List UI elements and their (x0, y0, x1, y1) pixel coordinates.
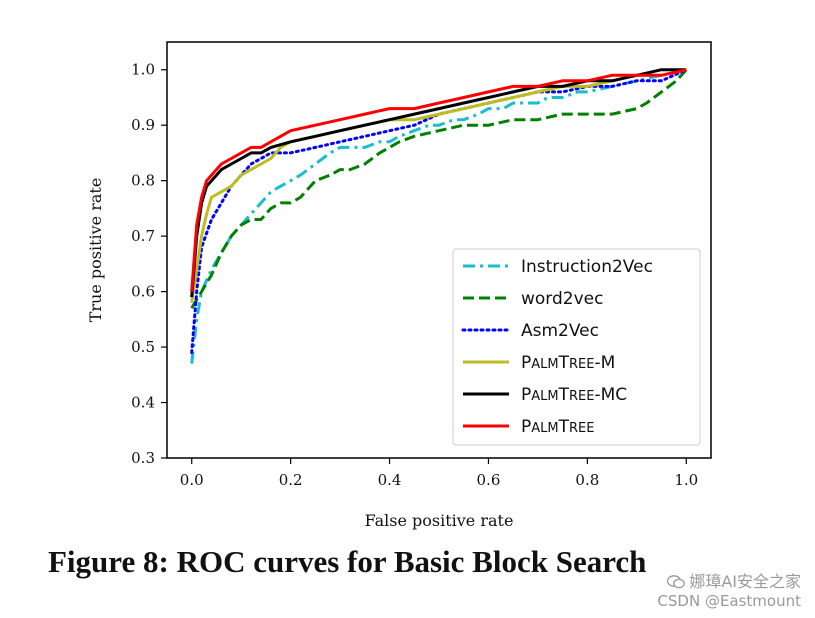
x-tick-label: 0.4 (378, 471, 402, 489)
series-line-palmtree (190, 68, 687, 292)
x-tick-label: 0.0 (180, 471, 204, 489)
x-tick-label: 1.0 (674, 471, 698, 489)
x-axis-label: False positive rate (365, 511, 514, 530)
series-line-asm2vec (190, 68, 688, 355)
y-tick-label: 0.4 (131, 394, 155, 412)
roc-chart: 0.0 0.2 0.4 0.6 0.8 1.0 0.3 0.4 0.5 0.6 0.7 0.8 0.9 1… (86, 41, 712, 530)
x-tick-label: 0.8 (575, 471, 599, 489)
watermark-account-text: 娜璋AI安全之家 (689, 572, 801, 591)
series-line-instruction2vec (190, 68, 687, 364)
legend-label: word2vec (521, 289, 603, 309)
y-tick-label: 0.3 (131, 449, 155, 467)
legend-label: Asm2Vec (521, 321, 599, 341)
y-axis-label: True positive rate (86, 178, 105, 323)
figure-caption: Figure 8: ROC curves for Basic Block Sea… (48, 544, 647, 579)
y-tick-label: 0.9 (131, 116, 155, 134)
axes-frame (166, 41, 712, 459)
legend-label: PALMTREE-MC (521, 385, 627, 405)
x-tick-label: 0.6 (477, 471, 501, 489)
series-line-palmtree-mc (190, 68, 687, 298)
x-tick-label: 0.2 (279, 471, 303, 489)
y-tick-label: 0.8 (131, 172, 155, 190)
y-tick-label: 1.0 (131, 61, 155, 79)
legend: Instruction2Vec word2vec Asm2Vec PALMTREE-M… (452, 248, 701, 446)
y-tick-label: 0.7 (131, 227, 155, 245)
legend-label: Instruction2Vec (521, 257, 653, 277)
y-tick-label: 0.5 (131, 338, 155, 356)
ticks-layer: 0.0 0.2 0.4 0.6 0.8 1.0 0.3 0.4 0.5 0.6 0.7 0.8 0.9 1… (131, 61, 698, 489)
series-layer (190, 68, 688, 364)
legend-label: PALMTREE-M (521, 353, 615, 373)
legend-label: PALMTREE (521, 417, 594, 437)
y-tick-label: 0.6 (131, 283, 155, 301)
watermark-csdn: CSDN @Eastmount (657, 592, 801, 610)
legend-frame (452, 248, 701, 446)
watermark-account: 娜璋AI安全之家 (667, 568, 801, 592)
series-line-word2vec (190, 68, 688, 309)
wechat-icon (667, 575, 686, 589)
